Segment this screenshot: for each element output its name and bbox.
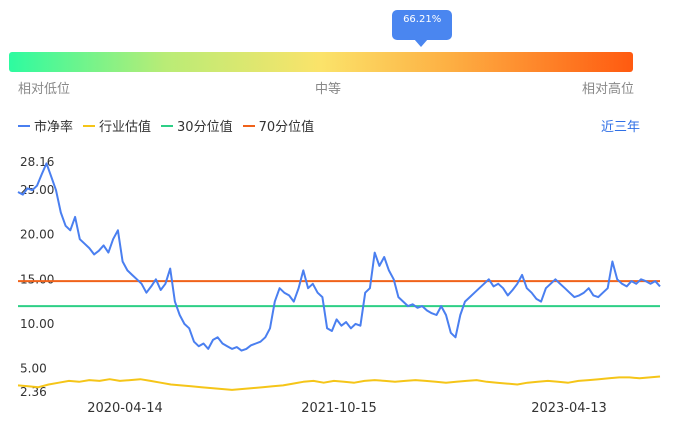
legend-item-p70[interactable]: 70分位值 <box>242 116 315 135</box>
legend-item-p30[interactable]: 30分位值 <box>161 116 233 135</box>
percentile-label: 66.21% <box>403 14 442 25</box>
y-tick-label: 5.00 <box>20 361 47 375</box>
chart-legend: 市净率 行业估值 30分位值 70分位值 <box>18 116 314 135</box>
legend-swatch-p30 <box>161 124 174 127</box>
y-tick-label: 10.00 <box>20 317 54 331</box>
legend-swatch-industry <box>83 124 96 127</box>
legend-swatch-p70 <box>242 124 255 127</box>
range-selector-button[interactable]: 近三年 <box>600 120 640 135</box>
legend-label-p30: 30分位值 <box>177 120 233 135</box>
x-tick-label: 2023-04-13 <box>531 401 607 416</box>
y-tick-label: 15.00 <box>20 272 54 286</box>
x-tick-label: 2021-10-15 <box>301 401 377 416</box>
y-tick-label: 2.36 <box>20 385 47 399</box>
legend-label-p70: 70分位值 <box>258 120 315 135</box>
legend-label-pb: 市净率 <box>34 120 74 135</box>
gauge-low-label: 相对低位 <box>18 82 71 97</box>
legend-label-industry: 行业估值 <box>99 120 152 135</box>
legend-swatch-pb <box>18 124 30 127</box>
y-tick-label: 20.00 <box>20 228 54 242</box>
legend-item-industry[interactable]: 行业估值 <box>83 116 151 135</box>
y-tick-label: 28.16 <box>20 155 54 169</box>
series-line-industry <box>17 375 661 391</box>
legend-item-pb[interactable]: 市净率 <box>18 116 73 135</box>
gauge-mid-label: 中等 <box>315 82 342 97</box>
y-tick-label: 25.00 <box>20 183 54 197</box>
percentile-gauge <box>9 52 633 72</box>
percentile-marker: 66.21% <box>392 10 453 47</box>
series-line-pb <box>17 162 661 352</box>
gauge-high-label: 相对高位 <box>582 82 635 97</box>
x-tick-label: 2020-04-14 <box>87 401 163 416</box>
